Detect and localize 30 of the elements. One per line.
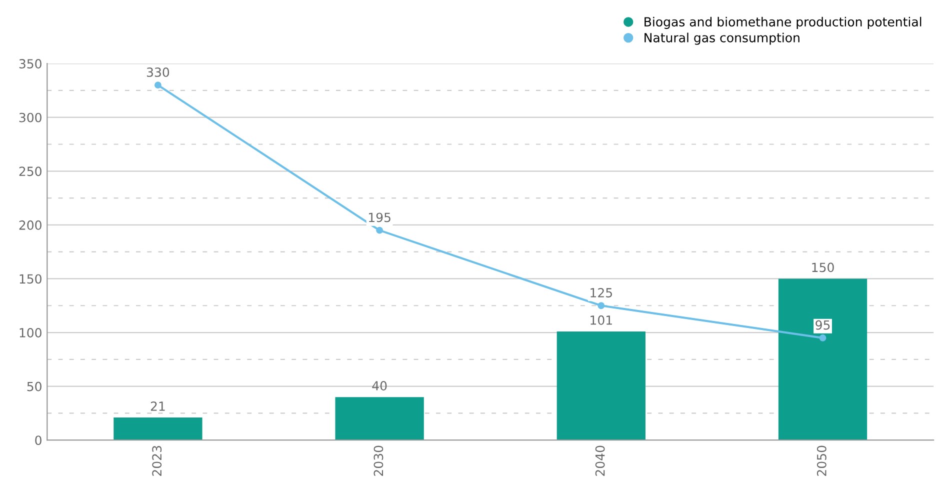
data-label: 150 xyxy=(812,262,834,272)
bar xyxy=(778,278,868,440)
data-label: 195 xyxy=(369,212,390,222)
y-tick-label: 0 xyxy=(35,436,42,446)
data-label: 40 xyxy=(372,381,387,390)
bar xyxy=(335,397,424,440)
point xyxy=(819,334,826,342)
data-label: 21 xyxy=(150,401,165,411)
y-tick-label: 250 xyxy=(19,166,42,176)
legend-label: Natural gas consumption xyxy=(644,32,800,45)
x-tick-label: 2040 xyxy=(595,446,605,476)
y-tick-label: 350 xyxy=(19,59,42,68)
data-label: 125 xyxy=(590,288,612,298)
x-tick-label: 2030 xyxy=(374,446,384,476)
data-label: 101 xyxy=(590,315,612,325)
y-tick-label: 100 xyxy=(20,328,42,338)
y-tick-label: 200 xyxy=(19,220,42,230)
point xyxy=(154,82,162,89)
y-tick-label: 50 xyxy=(27,382,42,392)
x-tick-label: 2023 xyxy=(152,446,162,476)
y-tick-label: 300 xyxy=(19,112,42,122)
legend-label: Biogas and biomethane production potential xyxy=(644,16,922,29)
bar xyxy=(556,331,646,440)
point xyxy=(376,226,384,234)
data-label: 330 xyxy=(146,67,170,77)
x-tick-label: 2050 xyxy=(816,446,826,476)
y-tick-label: 150 xyxy=(20,274,42,284)
data-label: 95 xyxy=(816,320,830,330)
bar xyxy=(114,418,202,440)
point xyxy=(598,302,605,310)
